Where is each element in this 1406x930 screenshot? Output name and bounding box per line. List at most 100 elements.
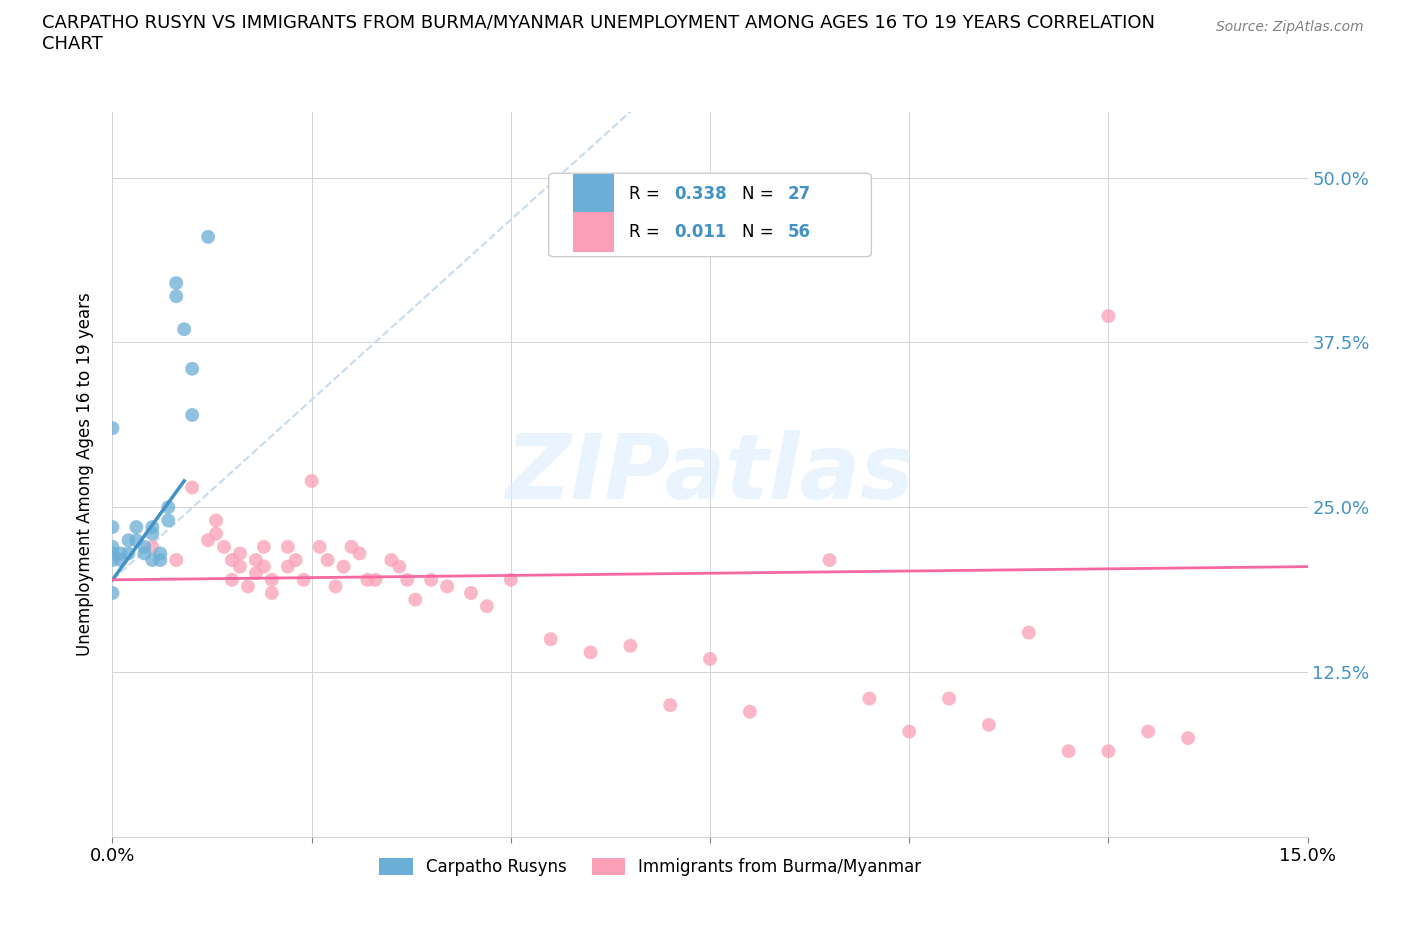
Point — [173, 322, 195, 337]
Point — [117, 533, 139, 548]
Point — [332, 559, 354, 574]
Text: 56: 56 — [787, 223, 811, 241]
Point — [110, 552, 132, 567]
Point — [349, 546, 371, 561]
Point — [101, 520, 124, 535]
Point — [197, 230, 219, 245]
Point — [898, 724, 921, 739]
Point — [125, 520, 148, 535]
Point — [277, 559, 299, 574]
Text: R =: R = — [628, 185, 665, 203]
Point — [165, 552, 187, 567]
Text: N =: N = — [742, 185, 779, 203]
Point — [308, 539, 330, 554]
Point — [101, 586, 124, 601]
Point — [165, 289, 187, 304]
FancyBboxPatch shape — [572, 174, 614, 214]
Point — [101, 420, 124, 435]
Point — [356, 572, 378, 587]
Point — [212, 539, 235, 554]
FancyBboxPatch shape — [572, 212, 614, 252]
Point — [380, 552, 402, 567]
Text: ZIPatlas: ZIPatlas — [506, 431, 914, 518]
Point — [858, 691, 880, 706]
FancyBboxPatch shape — [548, 173, 872, 257]
Point — [197, 533, 219, 548]
Point — [436, 579, 458, 594]
Point — [221, 552, 243, 567]
Point — [157, 499, 180, 514]
Point — [149, 552, 172, 567]
Point — [253, 539, 276, 554]
Point — [301, 473, 323, 488]
Point — [141, 552, 163, 567]
Point — [659, 698, 682, 712]
Point — [364, 572, 387, 587]
Point — [101, 539, 124, 554]
Point — [277, 539, 299, 554]
Point — [396, 572, 419, 587]
Point — [134, 539, 156, 554]
Point — [475, 599, 498, 614]
Point — [110, 546, 132, 561]
Point — [420, 572, 443, 587]
Point — [292, 572, 315, 587]
Point — [1097, 309, 1119, 324]
Point — [340, 539, 363, 554]
Point — [260, 572, 283, 587]
Point — [284, 552, 307, 567]
Point — [101, 552, 124, 567]
Point — [1137, 724, 1160, 739]
Text: 27: 27 — [787, 185, 811, 203]
Point — [540, 631, 562, 646]
Point — [316, 552, 339, 567]
Point — [229, 546, 252, 561]
Text: N =: N = — [742, 223, 779, 241]
Point — [977, 717, 1000, 732]
Point — [149, 546, 172, 561]
Text: CARPATHO RUSYN VS IMMIGRANTS FROM BURMA/MYANMAR UNEMPLOYMENT AMONG AGES 16 TO 19: CARPATHO RUSYN VS IMMIGRANTS FROM BURMA/… — [42, 14, 1156, 53]
Point — [117, 546, 139, 561]
Point — [245, 552, 267, 567]
Point — [181, 480, 204, 495]
Point — [101, 546, 124, 561]
Point — [253, 559, 276, 574]
Legend: Carpatho Rusyns, Immigrants from Burma/Myanmar: Carpatho Rusyns, Immigrants from Burma/M… — [373, 852, 928, 883]
Point — [818, 552, 841, 567]
Point — [1177, 731, 1199, 746]
Point — [245, 565, 267, 580]
Text: R =: R = — [628, 223, 665, 241]
Point — [460, 586, 482, 601]
Point — [325, 579, 347, 594]
Point — [738, 704, 761, 719]
Point — [499, 572, 522, 587]
Y-axis label: Unemployment Among Ages 16 to 19 years: Unemployment Among Ages 16 to 19 years — [76, 292, 94, 657]
Point — [125, 533, 148, 548]
Point — [619, 638, 641, 653]
Point — [699, 652, 721, 667]
Point — [229, 559, 252, 574]
Point — [221, 572, 243, 587]
Text: 0.338: 0.338 — [675, 185, 727, 203]
Point — [579, 644, 602, 659]
Point — [388, 559, 411, 574]
Point — [205, 513, 228, 528]
Point — [1018, 625, 1040, 640]
Point — [157, 513, 180, 528]
Point — [938, 691, 960, 706]
Point — [181, 407, 204, 422]
Text: Source: ZipAtlas.com: Source: ZipAtlas.com — [1216, 20, 1364, 34]
Point — [260, 586, 283, 601]
Point — [165, 275, 187, 290]
Point — [205, 526, 228, 541]
Point — [134, 546, 156, 561]
Point — [1057, 744, 1080, 759]
Point — [141, 526, 163, 541]
Point — [1097, 744, 1119, 759]
Text: 0.011: 0.011 — [675, 223, 727, 241]
Point — [141, 520, 163, 535]
Point — [181, 362, 204, 377]
Point — [141, 539, 163, 554]
Point — [236, 579, 259, 594]
Point — [404, 592, 426, 607]
